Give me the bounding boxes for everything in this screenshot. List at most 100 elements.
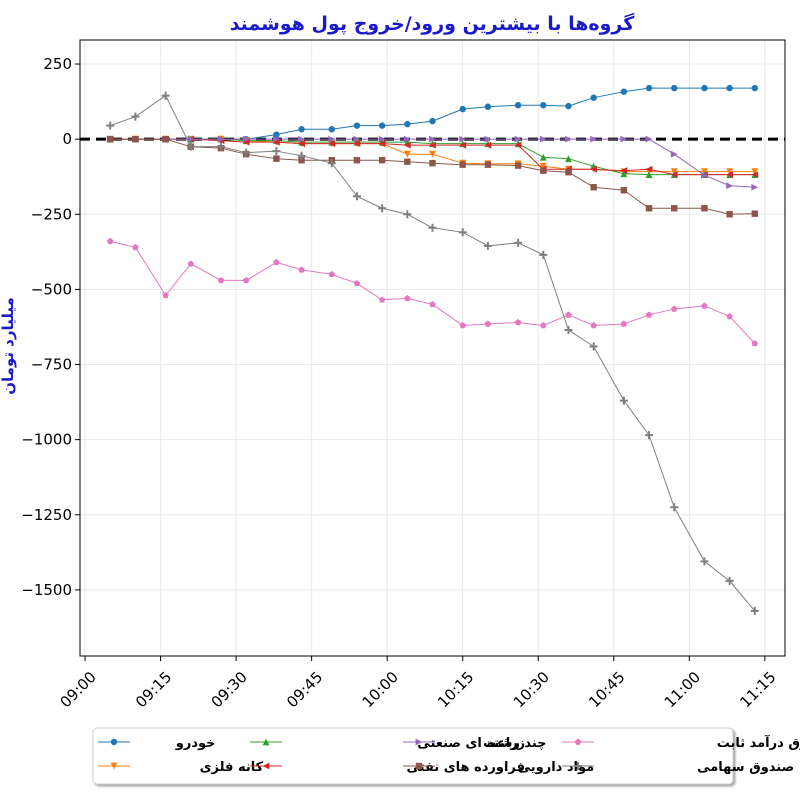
data-point <box>751 183 759 191</box>
data-point <box>670 503 679 512</box>
data-point <box>590 94 597 101</box>
data-point <box>242 276 250 284</box>
data-point <box>106 237 114 245</box>
data-point <box>751 210 758 217</box>
data-point <box>429 160 436 167</box>
data-point <box>403 141 411 149</box>
legend-marker <box>415 762 423 770</box>
data-point <box>162 292 169 299</box>
series-7 <box>106 237 759 347</box>
data-point <box>750 606 759 615</box>
data-point <box>751 171 759 179</box>
data-point <box>242 138 250 146</box>
data-point <box>272 147 281 156</box>
data-point <box>751 340 759 347</box>
data-point <box>353 140 361 148</box>
data-point <box>484 161 492 168</box>
data-point <box>327 159 336 168</box>
data-point <box>514 238 523 247</box>
data-point <box>459 105 466 113</box>
data-point <box>187 135 195 143</box>
data-point <box>353 135 361 143</box>
data-point <box>726 171 734 179</box>
data-point <box>751 84 758 92</box>
data-point <box>645 205 653 212</box>
chart-title: گروه‌ها با بیشترین ورود/خروج پول هوشمند <box>230 12 636 35</box>
data-point <box>565 311 572 318</box>
data-point <box>514 162 522 169</box>
data-point <box>429 150 436 158</box>
legend-item: زراعت <box>403 736 525 751</box>
data-point <box>725 576 734 585</box>
data-point <box>671 205 678 212</box>
data-point <box>484 320 492 327</box>
data-point <box>670 171 678 179</box>
data-point <box>701 171 708 179</box>
data-point <box>589 342 598 351</box>
data-point <box>726 182 734 190</box>
legend-item: مواد دارویی <box>403 760 594 775</box>
data-point <box>670 150 678 158</box>
data-point <box>619 396 628 405</box>
y-tick-label: 0 <box>62 130 72 148</box>
data-point <box>297 151 306 160</box>
grid-layer <box>80 40 785 656</box>
legend-label: مواد دارویی <box>518 760 595 775</box>
y-tick-label: −250 <box>31 205 72 223</box>
data-point <box>565 135 572 143</box>
data-point <box>298 266 305 273</box>
data-point <box>106 121 115 130</box>
data-point <box>590 184 597 191</box>
data-point <box>272 138 280 146</box>
legend-label: خودرو <box>175 736 216 751</box>
plot-frame <box>79 39 786 657</box>
data-point <box>726 211 733 218</box>
legend-item: چند رشته ای صنعتی <box>250 736 547 751</box>
legend-marker <box>415 738 423 746</box>
data-point <box>162 135 169 143</box>
data-point <box>428 223 437 232</box>
data-point <box>187 260 195 267</box>
data-point <box>403 210 412 219</box>
data-point <box>378 156 386 164</box>
data-point <box>565 102 572 110</box>
data-point <box>701 84 708 92</box>
data-point <box>459 141 467 149</box>
data-point <box>671 84 678 92</box>
legend: خودرو کانه فلزی چند رشته ای صنعتی فراورده ه… <box>92 727 800 785</box>
legend-label: کانه فلزی <box>200 760 264 775</box>
data-point <box>564 325 573 334</box>
series-8 <box>106 91 759 615</box>
data-point <box>353 122 361 129</box>
data-point <box>620 167 628 175</box>
data-point <box>645 135 653 143</box>
legend-label: چند رشته ای صنعتی <box>417 736 546 751</box>
data-point <box>670 305 678 312</box>
data-point <box>645 311 653 318</box>
data-point <box>378 140 386 148</box>
data-point <box>590 322 597 329</box>
data-point <box>539 135 547 143</box>
data-point <box>539 162 547 170</box>
legend-label: زراعت <box>483 736 525 751</box>
data-point <box>328 140 336 148</box>
y-tick-label: −1250 <box>21 506 72 524</box>
data-point <box>590 135 598 143</box>
data-point <box>645 171 653 179</box>
data-point <box>540 167 547 174</box>
data-point <box>404 295 411 302</box>
y-tick-label: −1500 <box>21 581 72 599</box>
data-point <box>273 155 280 162</box>
legend-marker <box>110 738 118 746</box>
data-point <box>726 313 733 320</box>
data-point <box>242 135 250 143</box>
legend-item: صندوق درآمد ثابت <box>562 734 800 751</box>
data-point <box>107 135 114 143</box>
y-axis-label: میلیارد تومان <box>0 297 17 395</box>
data-point <box>645 84 653 92</box>
data-point <box>328 270 336 278</box>
data-point <box>590 165 598 173</box>
data-point <box>645 165 653 173</box>
